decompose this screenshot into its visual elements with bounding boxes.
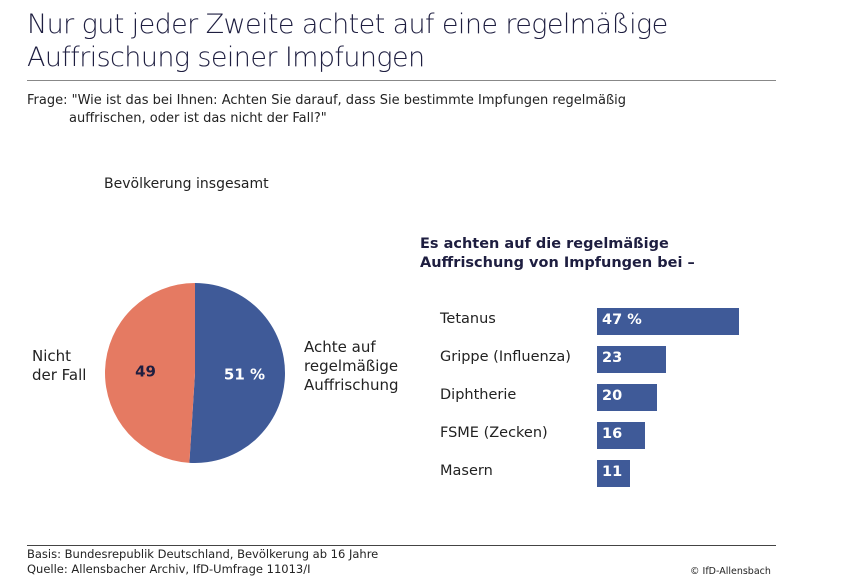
pie-label-achte: Achte auf regelmäßige Auffrischung — [304, 338, 399, 395]
pie-label-line: Achte auf — [304, 338, 376, 356]
bar-category-label: Tetanus — [440, 311, 496, 327]
question-text: Frage: "Wie ist das bei Ihnen: Achten Si… — [27, 92, 626, 128]
bar — [597, 460, 631, 487]
bar — [597, 346, 667, 373]
bar-category-label: Masern — [440, 463, 493, 479]
bar — [597, 422, 646, 449]
title-line-2: Auffrischung seiner Impfungen — [27, 42, 425, 73]
bar-title-line: Auffrischung von Impfungen bei – — [420, 255, 695, 271]
bar-category-label: Diphtherie — [440, 387, 517, 403]
question-line-2: auffrischen, oder ist das nicht der Fall… — [69, 111, 327, 126]
bar — [597, 308, 739, 335]
bar-data-label: 23 — [602, 350, 623, 366]
footer-source: Quelle: Allensbacher Archiv, IfD-Umfrage… — [27, 562, 311, 576]
pie-slice-0 — [189, 283, 285, 463]
pie-label-line: Nicht — [32, 347, 72, 365]
footer-notes: Basis: Bundesrepublik Deutschland, Bevöl… — [27, 547, 378, 577]
pie-data-label: 49 — [135, 362, 156, 380]
divider-bottom — [27, 545, 776, 546]
bar-data-label: 16 — [602, 426, 623, 442]
footer-basis: Basis: Bundesrepublik Deutschland, Bevöl… — [27, 547, 379, 561]
title-line-1: Nur gut jeder Zweite achtet auf eine reg… — [27, 9, 668, 40]
pie-slice-1 — [104, 283, 195, 463]
bar-chart-title: Es achten auf die regelmäßige Auffrischu… — [420, 235, 695, 273]
bar-data-label: 47 % — [602, 312, 642, 328]
bar-data-label: 20 — [602, 388, 623, 404]
pie-label-nicht: Nicht der Fall — [32, 347, 86, 385]
bar-data-label: 11 — [602, 464, 623, 480]
bar-category-label: Grippe (Influenza) — [440, 349, 571, 365]
pie-label-line: regelmäßige — [304, 357, 399, 375]
bar-category-label: FSME (Zecken) — [440, 425, 548, 441]
pie-label-line: der Fall — [32, 366, 87, 384]
copyright: © IfD-Allensbach — [690, 566, 771, 577]
bar-title-line: Es achten auf die regelmäßige — [420, 236, 669, 252]
divider-top — [27, 80, 776, 81]
pie-data-label: 51 % — [224, 366, 265, 384]
page-title: Nur gut jeder Zweite achtet auf eine reg… — [27, 8, 668, 74]
pie-label-line: Auffrischung — [304, 376, 399, 394]
question-line-1: Frage: "Wie ist das bei Ihnen: Achten Si… — [27, 93, 627, 108]
pie-title: Bevölkerung insgesamt — [104, 176, 269, 192]
bar — [597, 384, 658, 411]
